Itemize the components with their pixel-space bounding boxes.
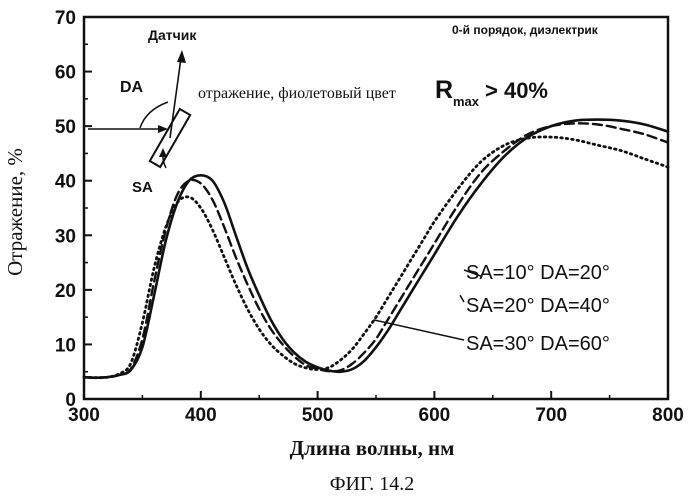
da-angle-arc: [140, 102, 168, 128]
inset-note: 0-й порядок, диэлектрик: [452, 23, 599, 37]
y-tick-label: 70: [55, 8, 76, 29]
reflection-text: отражение, фиолетовый цвет: [198, 85, 396, 102]
rmax-symbol: R: [435, 76, 453, 104]
y-tick-label: 40: [55, 172, 76, 193]
y-tick-label: 60: [55, 63, 76, 84]
tick-layer: 300400500600700800010203040506070: [55, 8, 684, 426]
legend-label-2: SA=20° DA=40°: [466, 295, 610, 317]
x-tick-label: 700: [535, 405, 567, 426]
annotation-layer: SA=10° DA=20° SA=20° DA=40° SA=30° DA=60°: [374, 262, 610, 355]
sensor-label: Датчик: [148, 27, 197, 43]
y-tick-label: 20: [55, 281, 76, 302]
x-tick-label: 800: [652, 405, 684, 426]
x-tick-label: 500: [302, 405, 334, 426]
x-tick-label: 400: [185, 405, 217, 426]
y-tick-label: 50: [55, 117, 76, 138]
legend-leader-2: [460, 295, 464, 302]
y-tick-label: 0: [65, 390, 76, 411]
legend-label-1: SA=10° DA=20°: [466, 262, 610, 284]
legend-label-3: SA=30° DA=60°: [466, 333, 610, 355]
da-label: DA: [120, 79, 144, 96]
sensor-arrow-icon: [177, 50, 186, 63]
figure-caption: ФИГ. 14.2: [330, 473, 415, 495]
rmax-subscript: max: [453, 94, 480, 109]
rmax-value: > 40%: [485, 78, 548, 103]
measurement-diagram: Датчик DA SA отражение, фиолетовый цвет …: [88, 27, 548, 196]
y-tick-label: 10: [55, 335, 76, 356]
y-tick-label: 30: [55, 226, 76, 247]
x-tick-label: 600: [419, 405, 451, 426]
x-axis-label: Длина волны, нм: [290, 436, 455, 460]
sa-label: SA: [132, 179, 153, 196]
y-axis-label: Отражение, %: [3, 148, 27, 276]
